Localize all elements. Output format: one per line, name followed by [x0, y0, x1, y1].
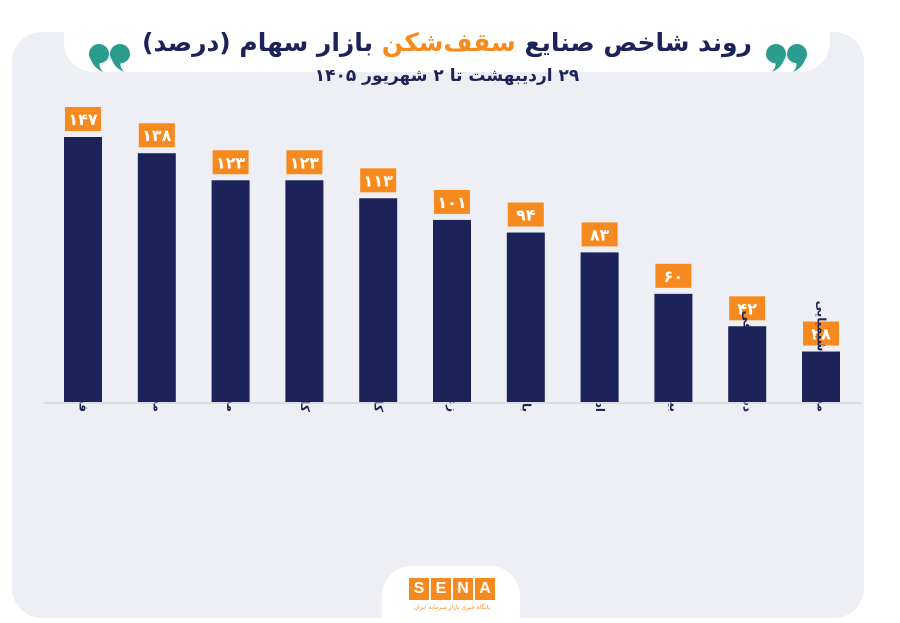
value-label: ۱۰۱ — [437, 193, 466, 212]
category-label: کاشی و سرامیک — [371, 313, 386, 412]
value-label-bg — [360, 168, 397, 193]
category-label: محصولات فلزی — [223, 320, 238, 412]
logo-letter: A — [475, 578, 495, 600]
category-label: محصولات غذایی — [149, 316, 164, 413]
bar — [64, 137, 102, 402]
value-label-bg — [803, 321, 839, 346]
title-banner — [64, 8, 830, 72]
value-label: ۲۸ — [811, 325, 831, 344]
category-label: اداره بازارهای مالی — [593, 296, 607, 412]
bar — [654, 293, 693, 402]
category-label: دستگاه‌های برقی — [741, 311, 755, 412]
value-label: ۱۳۸ — [142, 126, 172, 145]
bar — [211, 180, 250, 402]
bar — [359, 198, 398, 402]
logo-letter: S — [409, 578, 429, 600]
value-label-bg — [655, 263, 692, 288]
bar — [137, 153, 176, 402]
logo-letter: E — [431, 578, 451, 600]
value-label: ۴۲ — [737, 299, 757, 318]
title-highlight: سقف‌شکن — [381, 28, 516, 57]
chart-title: روند شاخص صنایع سقف‌شکن بازار سهام (درصد… — [130, 28, 764, 57]
footer-tab — [382, 566, 520, 623]
value-label-bg — [434, 189, 470, 214]
bar — [802, 351, 840, 402]
value-label: ۶۰ — [664, 267, 684, 286]
category-label: فنی و مهندسی — [76, 320, 91, 412]
value-label-bg — [729, 296, 766, 321]
value-label: ۱۲۳ — [216, 153, 246, 172]
category-label: بانک‌ها و موسسات اعتباری — [518, 253, 533, 412]
value-label-bg — [507, 202, 544, 227]
value-label-bg — [212, 150, 249, 175]
category-label: بیمه و بازنشستگی — [666, 303, 681, 412]
bar — [433, 219, 471, 402]
value-label: ۱۲۳ — [290, 153, 320, 172]
title-part1: روند شاخص صنایع — [515, 28, 752, 57]
value-label-bg — [65, 107, 101, 131]
value-label: ۹۴ — [516, 206, 536, 225]
chart-subtitle: ۲۹ اردیبهشت تا ۲ شهریور ۱۴۰۵ — [314, 66, 580, 86]
logo-tagline: پایگاه خبری بازار سرمایه ایران — [413, 604, 491, 611]
category-label: کانی غیرفلزی — [298, 328, 312, 412]
logo-letter: N — [453, 578, 473, 600]
value-label: ۸۳ — [590, 225, 610, 244]
title-part2: بازار سهام (درصد) — [142, 28, 382, 57]
bar — [506, 232, 545, 402]
quote-right-icon — [766, 44, 807, 72]
quote-left-icon — [89, 44, 130, 72]
value-label-bg — [138, 123, 175, 148]
value-label: ۱۴۷ — [68, 110, 98, 129]
bar — [728, 326, 767, 402]
category-label: محصولات شیمیایی — [814, 301, 829, 412]
bar — [580, 252, 619, 402]
category-label: زغال سنگ — [446, 349, 460, 412]
value-label: ۱۱۳ — [364, 171, 394, 190]
value-label-bg — [286, 150, 323, 175]
sena-logo: S E N A — [409, 578, 497, 600]
value-label-bg — [581, 222, 618, 247]
bar — [285, 180, 324, 402]
